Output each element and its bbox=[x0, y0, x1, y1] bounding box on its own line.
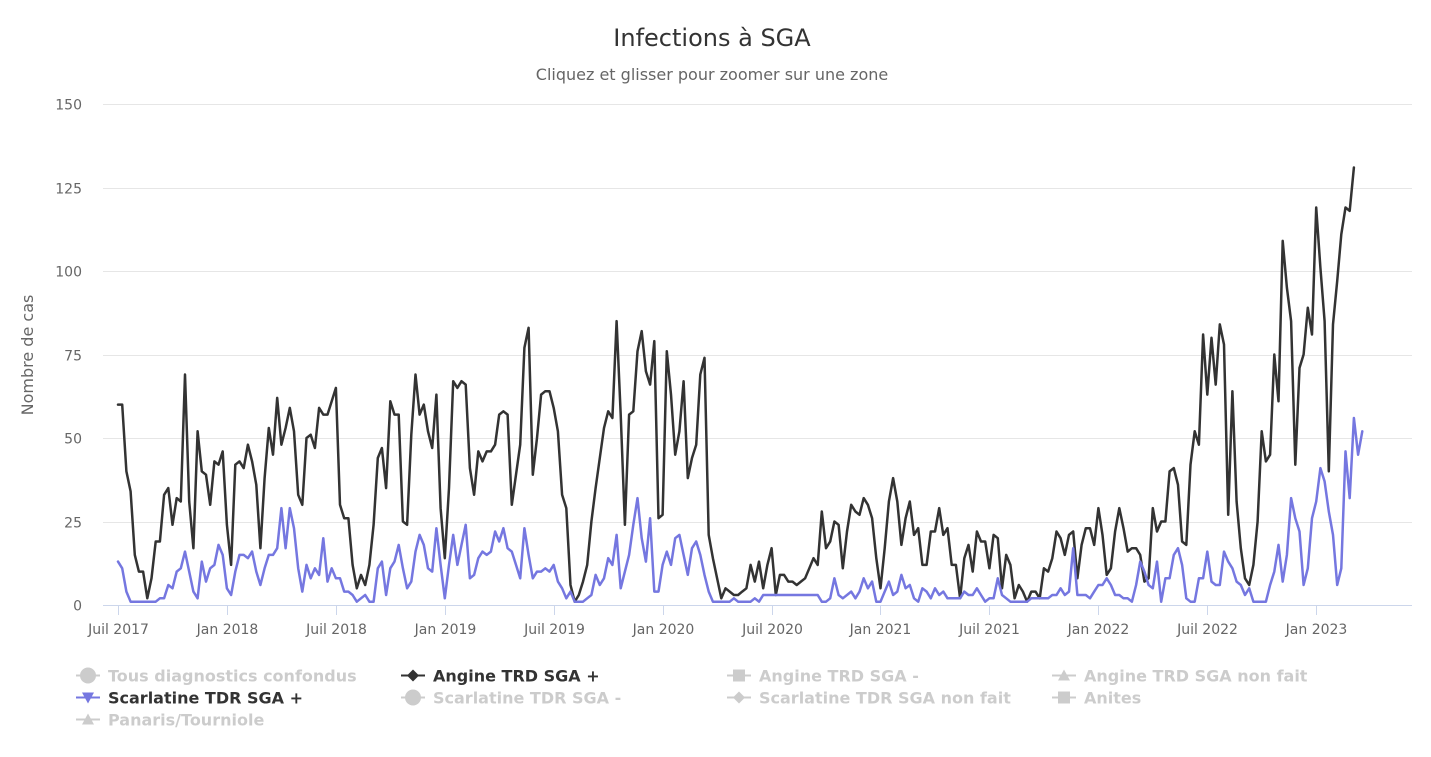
y-tick-label: 150 bbox=[55, 98, 82, 114]
x-tick-label: Juil 2019 bbox=[523, 622, 585, 638]
series-line-scarlatine-tdr-sga-plus bbox=[116, 416, 1364, 603]
x-tick-label: Juil 2018 bbox=[305, 622, 367, 638]
x-tick-label: Juil 2017 bbox=[87, 622, 149, 638]
x-tick-label: Jan 2021 bbox=[849, 622, 912, 638]
legend-item-label: Angine TRD SGA + bbox=[433, 667, 600, 686]
x-tick-label: Jan 2018 bbox=[196, 622, 259, 638]
y-tick-label: 50 bbox=[64, 432, 82, 448]
legend-item-label: Scarlatine TDR SGA - bbox=[433, 689, 621, 708]
y-axis: 0 25 50 75 100 125 150 bbox=[55, 98, 82, 615]
legend: Tous diagnostics confondus Angine TRD SGA… bbox=[76, 667, 1308, 730]
legend-item-label: Scarlatine TDR SGA + bbox=[108, 689, 303, 708]
y-axis-title: Nombre de cas bbox=[18, 295, 37, 416]
legend-item[interactable]: Anites bbox=[1052, 689, 1141, 708]
legend-item-label: Angine TRD SGA non fait bbox=[1084, 667, 1308, 686]
y-tick-label: 25 bbox=[64, 516, 82, 532]
legend-item[interactable]: Angine TRD SGA + bbox=[401, 667, 600, 686]
legend-item[interactable]: Angine TRD SGA - bbox=[727, 667, 919, 686]
x-tick-label: Juil 2021 bbox=[958, 622, 1020, 638]
legend-triangle-icon bbox=[1058, 669, 1070, 681]
legend-item-label: Angine TRD SGA - bbox=[759, 667, 919, 686]
x-tick-label: Jan 2023 bbox=[1285, 622, 1348, 638]
legend-square-icon bbox=[1058, 691, 1070, 704]
legend-circle-icon bbox=[405, 689, 421, 706]
legend-item[interactable]: Angine TRD SGA non fait bbox=[1052, 667, 1308, 686]
legend-item-label: Panaris/Tourniole bbox=[108, 711, 264, 730]
series-group bbox=[116, 166, 1364, 603]
x-tick-label: Jan 2020 bbox=[632, 622, 695, 638]
legend-item[interactable]: Scarlatine TDR SGA - bbox=[401, 689, 621, 708]
y-tick-label: 75 bbox=[64, 349, 82, 365]
legend-square-icon bbox=[733, 669, 745, 682]
legend-item-label: Scarlatine TDR SGA non fait bbox=[759, 689, 1011, 708]
grid-lines bbox=[103, 104, 1412, 523]
y-tick-label: 0 bbox=[73, 599, 82, 615]
legend-item[interactable]: Scarlatine TDR SGA non fait bbox=[727, 689, 1011, 708]
legend-item[interactable]: Tous diagnostics confondus bbox=[76, 667, 357, 686]
y-tick-label: 125 bbox=[55, 182, 82, 198]
x-tick-label: Juil 2022 bbox=[1176, 622, 1238, 638]
legend-circle-icon bbox=[80, 667, 96, 684]
x-axis: Juil 2017 Jan 2018 Juil 2018 Jan 2019 Juil 2… bbox=[87, 605, 1347, 638]
legend-triangle-down-icon bbox=[82, 692, 94, 704]
legend-item[interactable]: Panaris/Tourniole bbox=[76, 711, 264, 730]
y-tick-label: 100 bbox=[55, 265, 82, 281]
legend-item[interactable]: Scarlatine TDR SGA + bbox=[76, 689, 303, 708]
legend-triangle-icon bbox=[82, 713, 94, 725]
legend-item-label: Tous diagnostics confondus bbox=[108, 667, 357, 686]
series-line-angine-trd-sga-plus bbox=[116, 166, 1356, 603]
x-tick-label: Jan 2022 bbox=[1067, 622, 1130, 638]
legend-diamond-icon bbox=[733, 691, 745, 704]
x-tick-label: Juil 2020 bbox=[741, 622, 803, 638]
x-tick-label: Jan 2019 bbox=[414, 622, 477, 638]
legend-item-label: Anites bbox=[1084, 689, 1141, 708]
legend-diamond-icon bbox=[407, 669, 419, 682]
chart-subtitle: Cliquez et glisser pour zoomer sur une z… bbox=[536, 65, 888, 84]
chart-title: Infections à SGA bbox=[613, 24, 811, 52]
